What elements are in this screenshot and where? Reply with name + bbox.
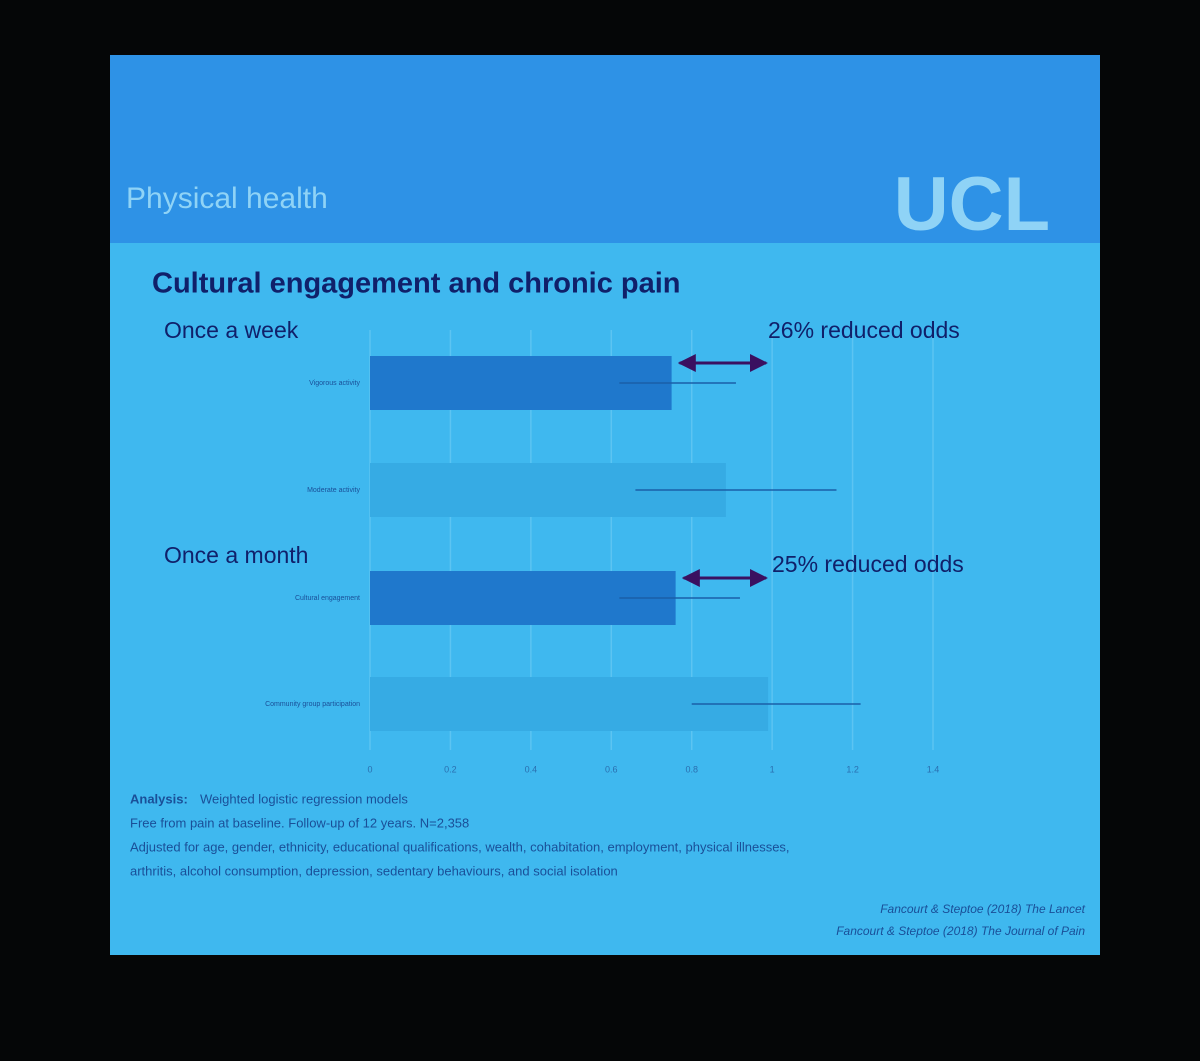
y-tick-label: Moderate activity (307, 487, 360, 494)
slide-header (110, 55, 1100, 243)
x-tick-label: 1.2 (846, 764, 859, 774)
y-tick-label: Cultural engagement (295, 595, 360, 602)
annotation: 25% reduced odds (772, 551, 964, 577)
chart-title: Cultural engagement and chronic pain (152, 268, 681, 300)
header-title: Physical health (126, 182, 328, 215)
citation: Fancourt & Steptoe (2018) The Lancet (880, 902, 1085, 916)
note: Weighted logistic regression models (200, 791, 408, 806)
note-label: Analysis: (130, 791, 188, 806)
annotation: Once a month (164, 542, 308, 568)
y-tick-label: Vigorous activity (309, 380, 360, 387)
x-tick-label: 0.2 (444, 764, 457, 774)
x-tick-label: 1.4 (927, 764, 940, 774)
x-tick-label: 0.4 (525, 764, 538, 774)
x-tick-label: 0.8 (685, 764, 698, 774)
annotation: 26% reduced odds (768, 317, 960, 343)
x-tick-label: 0 (367, 764, 372, 774)
x-tick-label: 0.6 (605, 764, 618, 774)
y-tick-label: Community group participation (265, 701, 360, 708)
annotation: Once a week (164, 317, 299, 343)
note: arthritis, alcohol consumption, depressi… (130, 863, 618, 878)
citation: Fancourt & Steptoe (2018) The Journal of… (836, 924, 1085, 938)
logo: UCL (894, 162, 1050, 247)
note: Adjusted for age, gender, ethnicity, edu… (130, 839, 790, 854)
x-tick-label: 1 (770, 764, 775, 774)
note: Free from pain at baseline. Follow-up of… (130, 815, 469, 830)
